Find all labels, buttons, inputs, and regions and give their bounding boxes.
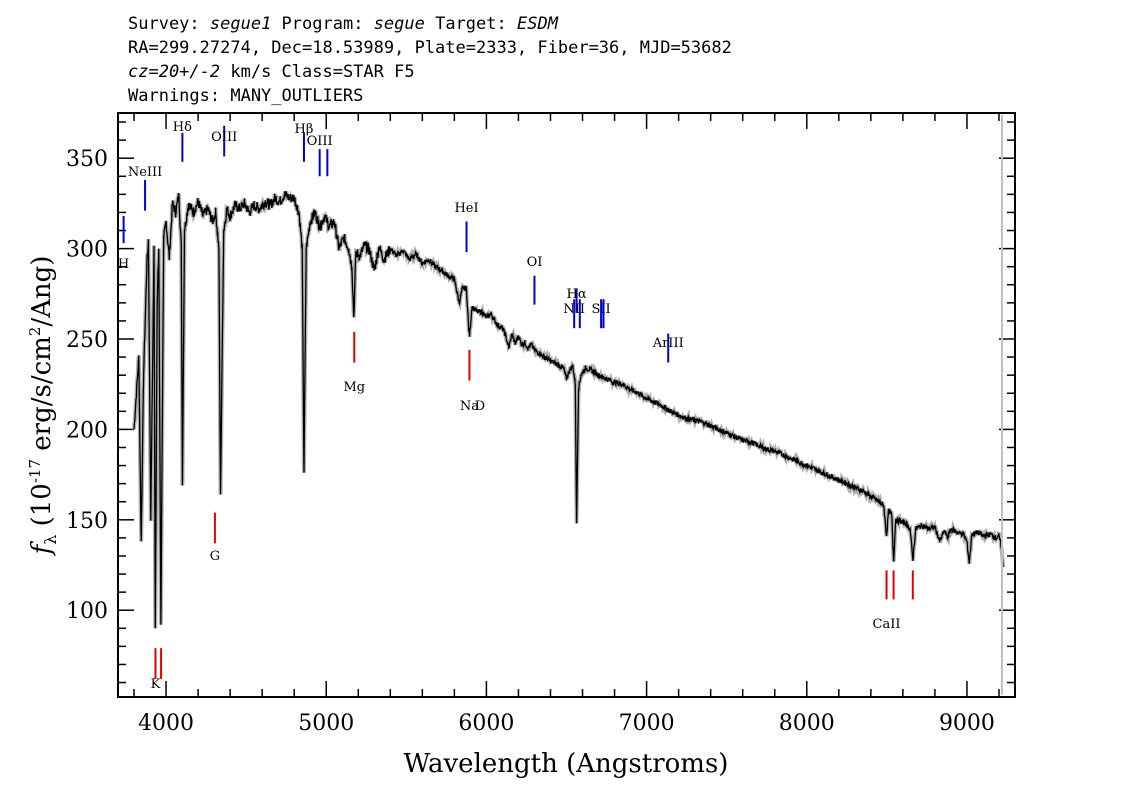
spectral-line-markers: HNeIIIHδOIIIHβOIIIHeIOINIIHαSIIArIIIKGMg… [118,120,914,692]
target-value: ESDM [516,14,558,34]
y-title-pre: (10 [27,483,57,535]
absorption-line-label: Na [460,399,479,414]
survey-value: segue1 [209,14,272,34]
header-line-3: cz=20+/-2 km/s Class=STAR F5 [128,60,732,84]
x-tick-label: 8000 [779,711,835,736]
x-tick-label: 9000 [939,711,995,736]
program-key: Program: [271,14,374,34]
axes-frame [117,112,1016,698]
emission-line-label: HeI [454,201,478,216]
emission-line-label: Hα [567,287,587,302]
x-tick-label: 4000 [138,711,194,736]
x-tick-label: 7000 [619,711,675,736]
survey-key: Survey: [128,14,210,34]
y-title-post: /Ang) [27,256,57,327]
emission-line-label: Hβ [295,122,314,137]
y-tick-label: 300 [66,238,108,263]
spectrum-error-band [132,190,1005,629]
emission-line-label: OIII [211,130,237,145]
class-info: km/s Class=STAR F5 [220,62,415,82]
y-title-exponent-2: 2 [26,327,44,337]
y-axis-title: fλ (10-17 erg/s/cm2/Ang) [26,256,60,557]
emission-line-label: ArIII [652,336,684,351]
y-title-mid: erg/s/cm [27,336,57,459]
program-value: segue [373,14,425,34]
emission-line-label: SII [592,302,611,317]
emission-line-label: OIII [307,134,333,149]
absorption-line-label: CaII [873,617,901,632]
absorption-line-label: K [151,677,161,692]
header-line-1: Survey: segue1 Program: segue Target: ES… [128,12,732,36]
plot-header: Survey: segue1 Program: segue Target: ES… [128,12,732,108]
x-tick-label: 5000 [298,711,354,736]
emission-line-label: Hδ [173,120,192,135]
y-tick-label: 350 [66,147,108,172]
y-tick-label: 250 [66,328,108,353]
emission-line-label: NeIII [128,165,162,180]
spectrum-series [132,115,1005,695]
emission-line-label: H [118,257,129,272]
x-axis-title: Wavelength (Angstroms) [404,749,729,779]
y-title-exponent: -17 [26,459,44,483]
axis-ticks: 4000 5000 6000 7000 8000 9000 100 150 200 250 300 3… [66,113,1015,736]
redshift-value: cz=20+/-2 [128,62,221,82]
target-key: Target: [424,14,517,34]
spectrum-line [133,191,1004,629]
emission-line-label: NII [563,302,585,317]
x-tick-label: 6000 [458,711,514,736]
plot-frame [117,112,1016,698]
absorption-line-label: Mg [343,380,365,395]
y-tick-label: 150 [66,509,108,534]
header-line-2: RA=299.27274, Dec=18.53989, Plate=2333, … [128,38,732,58]
y-tick-label: 100 [66,599,108,624]
absorption-line-label: G [210,549,220,564]
emission-line-label: OI [527,255,543,270]
y-title-subscript: λ [41,535,60,545]
absorption-line-label: D [475,399,485,414]
y-tick-label: 200 [66,418,108,443]
header-line-4: Warnings: MANY_OUTLIERS [128,86,364,106]
